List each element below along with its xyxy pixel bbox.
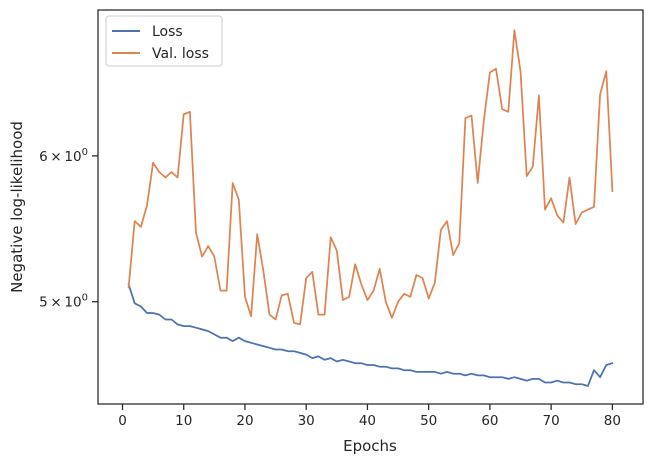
x-tick-label: 0 xyxy=(118,413,127,429)
legend: Loss Val. loss xyxy=(105,15,223,67)
x-tick-label: 60 xyxy=(481,413,498,429)
y-axis-ticks: 5 × 100 6 × 100 xyxy=(39,147,98,311)
x-tick-label: 70 xyxy=(543,413,560,429)
x-tick-label: 80 xyxy=(604,413,621,429)
x-tick-label: 40 xyxy=(359,413,376,429)
y-axis-label: Negative log-likelihood xyxy=(8,121,26,293)
series-line-val-loss xyxy=(127,29,614,326)
x-tick-label: 10 xyxy=(175,413,192,429)
svg-text:Negative log-likelihood: Negative log-likelihood xyxy=(8,121,26,293)
plot-lines xyxy=(127,29,614,387)
x-tick-label: 50 xyxy=(420,413,437,429)
series-line-loss xyxy=(127,283,614,387)
legend-label: Loss xyxy=(152,24,183,40)
svg-text:Epochs: Epochs xyxy=(343,437,397,455)
x-tick-label: 30 xyxy=(298,413,315,429)
x-tick-label: 20 xyxy=(236,413,253,429)
y-tick-label: 6 × 100 xyxy=(39,147,88,165)
y-tick-label: 5 × 100 xyxy=(39,293,88,311)
legend-label: Val. loss xyxy=(152,46,209,62)
x-axis-label: Epochs xyxy=(343,437,397,455)
x-axis-ticks: 0 10 20 30 40 50 60 70 80 xyxy=(118,404,621,429)
plot-frame xyxy=(97,9,644,405)
